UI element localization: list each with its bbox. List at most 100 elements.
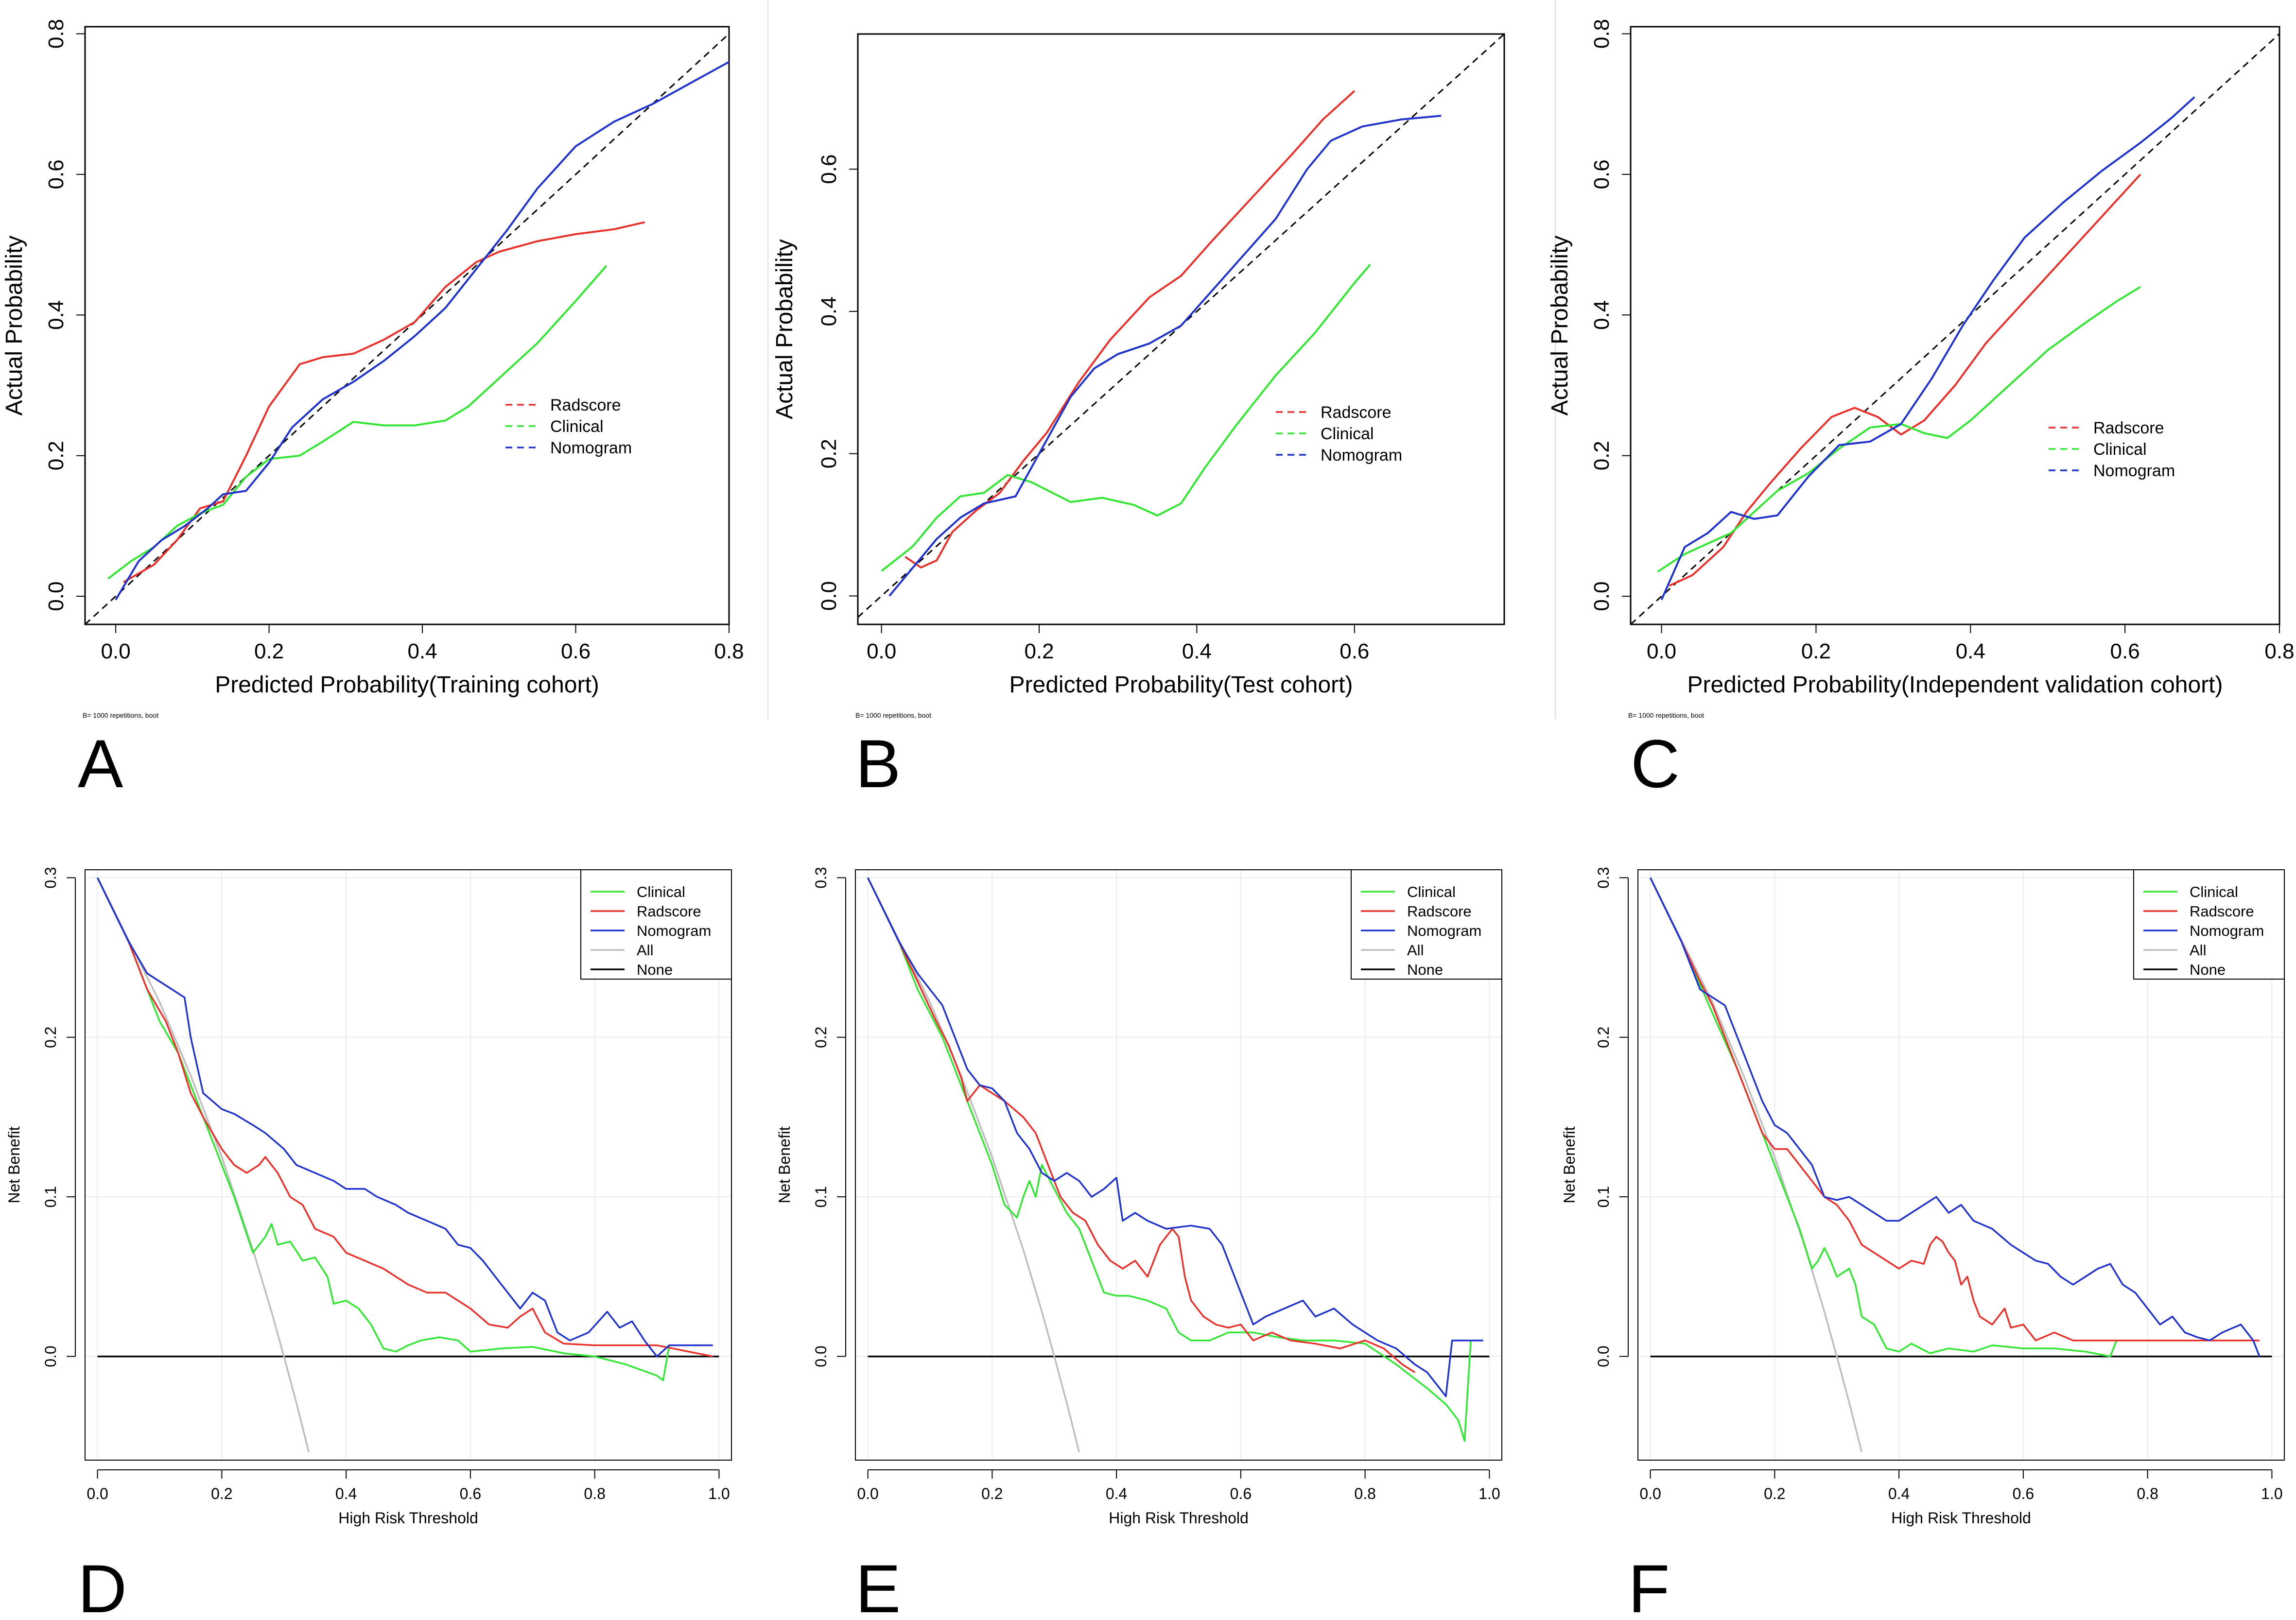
series-line-clinical bbox=[1650, 877, 2260, 1358]
y-tick-label: 0.2 bbox=[1595, 1027, 1612, 1048]
panel-b: 0.0 0.2 0.4 0.6 0.0 0.2 0.4 0.6 Predicted Probab… bbox=[772, 33, 1505, 802]
y-tick-label: 0.1 bbox=[42, 1186, 59, 1207]
legend-box bbox=[580, 869, 732, 980]
series-line-all bbox=[97, 877, 310, 1453]
x-tick-label: 0.4 bbox=[335, 1485, 357, 1502]
x-tick-label: 0.6 bbox=[1339, 639, 1369, 663]
x-tick-label: 0.4 bbox=[407, 639, 437, 663]
x-tick-label: 0.8 bbox=[2264, 639, 2294, 663]
y-axis-label: Net Benefit bbox=[5, 1126, 23, 1203]
legend-label: None bbox=[1407, 961, 1443, 978]
panel-label: D bbox=[78, 1551, 127, 1620]
x-tick-label: 0.8 bbox=[1354, 1485, 1375, 1502]
x-tick-label: 0.0 bbox=[867, 639, 896, 663]
series-line-nomogram bbox=[1660, 96, 2195, 601]
panel-label: C bbox=[1631, 725, 1680, 802]
y-tick-label: 0.2 bbox=[1590, 441, 1614, 470]
y-tick-label: 0.0 bbox=[42, 1345, 59, 1367]
x-axis-label: Predicted Probability(Independent valida… bbox=[1687, 672, 2223, 698]
legend-label: All bbox=[637, 942, 653, 959]
y-tick-label: 0.8 bbox=[44, 19, 68, 49]
series-line-clinical bbox=[867, 877, 1472, 1442]
legend-label: All bbox=[2190, 942, 2206, 959]
series-line-clinical bbox=[881, 264, 1371, 572]
x-tick-label: 0.0 bbox=[1639, 1485, 1661, 1502]
series-line-nomogram bbox=[888, 115, 1442, 597]
legend-label: All bbox=[1407, 942, 1424, 959]
y-tick-label: 0.3 bbox=[1595, 867, 1612, 888]
y-tick-label: 0.2 bbox=[812, 1027, 830, 1048]
series-line-nomogram bbox=[115, 61, 729, 601]
x-axis-label: Predicted Probability(Training cohort) bbox=[215, 672, 599, 698]
panel-a: 0.0 0.2 0.4 0.6 0.8 0.0 0.2 0.4 0.6 0.8 Predicted … bbox=[1, 19, 744, 802]
panel-f: 0.0 0.2 0.4 0.6 0.8 1.0 0.0 0.1 0.2 0.3 High Risk … bbox=[1561, 867, 2285, 1620]
x-tick-label: 0.0 bbox=[87, 1485, 108, 1502]
x-axis-label: Predicted Probability(Test cohort) bbox=[1009, 672, 1353, 698]
plot-frame bbox=[1637, 869, 2285, 1461]
legend-label: Radscore bbox=[1321, 403, 1392, 422]
y-tick-label: 0.4 bbox=[44, 300, 68, 330]
x-tick-label: 0.2 bbox=[1024, 639, 1054, 663]
ideal-diagonal bbox=[1631, 33, 2279, 624]
series-line-nomogram bbox=[1650, 877, 2261, 1357]
x-tick-label: 0.6 bbox=[561, 639, 591, 663]
x-tick-label: 0.8 bbox=[714, 639, 744, 663]
y-tick-label: 0.0 bbox=[44, 582, 68, 611]
panel-e: 0.0 0.2 0.4 0.6 0.8 1.0 0.0 0.1 0.2 0.3 High Risk … bbox=[776, 867, 1502, 1620]
series-line-radscore bbox=[904, 90, 1356, 569]
legend-label: Nomogram bbox=[2093, 462, 2175, 480]
bootstrap-note: B= 1000 repetitions, boot bbox=[855, 711, 931, 719]
x-axis-label: High Risk Threshold bbox=[338, 1509, 478, 1527]
legend-label: Nomogram bbox=[1407, 922, 1481, 939]
series-line-clinical bbox=[97, 877, 670, 1381]
y-tick-label: 0.2 bbox=[42, 1027, 59, 1048]
y-tick-label: 0.2 bbox=[44, 441, 68, 470]
y-tick-label: 0.3 bbox=[812, 867, 830, 888]
series-line-nomogram bbox=[97, 877, 713, 1358]
x-tick-label: 0.4 bbox=[1182, 639, 1212, 663]
x-tick-label: 0.8 bbox=[2137, 1485, 2158, 1502]
x-tick-label: 0.8 bbox=[584, 1485, 605, 1502]
x-tick-label: 0.6 bbox=[1230, 1485, 1252, 1502]
y-tick-label: 0.0 bbox=[812, 1345, 830, 1367]
y-tick-label: 0.8 bbox=[1590, 19, 1614, 49]
series-line-radscore bbox=[867, 877, 1415, 1373]
plot-frame bbox=[857, 33, 1505, 625]
panel-label: F bbox=[1628, 1551, 1670, 1620]
y-tick-label: 0.0 bbox=[1595, 1345, 1612, 1367]
y-axis-label: Net Benefit bbox=[1561, 1126, 1578, 1203]
legend-label: Nomogram bbox=[550, 439, 632, 457]
legend-label: Nomogram bbox=[1321, 446, 1402, 465]
legend-label: Radscore bbox=[1407, 903, 1472, 920]
x-tick-label: 0.2 bbox=[1801, 639, 1831, 663]
legend-label: Radscore bbox=[2190, 903, 2254, 920]
ideal-diagonal bbox=[85, 33, 729, 624]
y-axis-label: Actual Probability bbox=[1547, 236, 1573, 416]
legend-label: Clinical bbox=[1321, 425, 1374, 443]
legend-label: Nomogram bbox=[2190, 922, 2264, 939]
legend-label: Clinical bbox=[2190, 883, 2238, 900]
series-line-clinical bbox=[1657, 286, 2141, 573]
x-tick-label: 0.2 bbox=[1764, 1485, 1785, 1502]
legend-box bbox=[2133, 869, 2285, 980]
legend-label: Radscore bbox=[2093, 419, 2164, 437]
x-tick-label: 0.2 bbox=[981, 1485, 1003, 1502]
y-tick-label: 0.2 bbox=[817, 439, 841, 468]
y-tick-label: 0.6 bbox=[44, 159, 68, 189]
legend-label: Clinical bbox=[550, 417, 604, 436]
x-tick-label: 0.4 bbox=[1888, 1485, 1910, 1502]
plot-frame bbox=[85, 869, 732, 1461]
x-axis-label: High Risk Threshold bbox=[1891, 1509, 2031, 1527]
x-tick-label: 0.6 bbox=[460, 1485, 481, 1502]
legend-label: None bbox=[637, 961, 673, 978]
plot-frame bbox=[855, 869, 1502, 1461]
legend-label: None bbox=[2190, 961, 2226, 978]
x-axis-label: High Risk Threshold bbox=[1109, 1509, 1249, 1527]
legend-box bbox=[1351, 869, 1502, 980]
y-tick-label: 0.1 bbox=[812, 1186, 830, 1207]
x-tick-label: 1.0 bbox=[708, 1485, 730, 1502]
legend-label: Clinical bbox=[637, 883, 685, 900]
y-tick-label: 0.4 bbox=[817, 296, 841, 326]
series-line-nomogram bbox=[867, 877, 1483, 1397]
